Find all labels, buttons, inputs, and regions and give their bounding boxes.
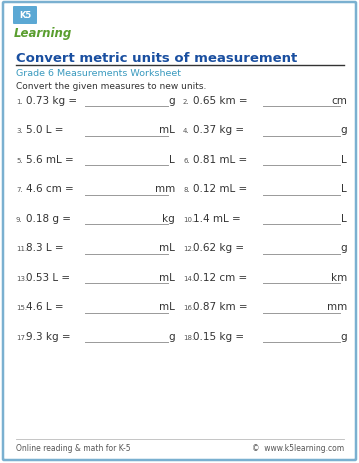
Text: 15.: 15.	[16, 305, 27, 311]
Text: 0.65 km =: 0.65 km =	[193, 96, 248, 106]
Text: 7.: 7.	[16, 187, 23, 193]
Text: Learning: Learning	[14, 26, 72, 39]
Text: 8.: 8.	[183, 187, 190, 193]
Text: 10.: 10.	[183, 217, 194, 223]
Text: 4.: 4.	[183, 128, 190, 134]
Text: 0.53 L =: 0.53 L =	[26, 272, 70, 282]
Text: Grade 6 Measurements Worksheet: Grade 6 Measurements Worksheet	[16, 69, 181, 78]
Text: mL: mL	[159, 272, 175, 282]
Text: 5.6 mL =: 5.6 mL =	[26, 155, 74, 165]
Text: L: L	[341, 155, 347, 165]
Text: mm: mm	[327, 302, 347, 312]
Text: 5.: 5.	[16, 158, 23, 163]
Text: cm: cm	[331, 96, 347, 106]
Text: mL: mL	[159, 243, 175, 253]
Text: 1.4 mL =: 1.4 mL =	[193, 213, 241, 224]
FancyBboxPatch shape	[3, 3, 356, 460]
Text: g: g	[168, 332, 175, 341]
Text: 4.6 cm =: 4.6 cm =	[26, 184, 74, 194]
Text: 0.73 kg =: 0.73 kg =	[26, 96, 77, 106]
Text: 11.: 11.	[16, 246, 27, 252]
Text: 0.15 kg =: 0.15 kg =	[193, 332, 244, 341]
Text: 4.6 L =: 4.6 L =	[26, 302, 64, 312]
Text: 5.0 L =: 5.0 L =	[26, 125, 64, 135]
Text: K5: K5	[19, 12, 31, 20]
Text: 12.: 12.	[183, 246, 194, 252]
Text: 9.: 9.	[16, 217, 23, 223]
Text: 0.87 km =: 0.87 km =	[193, 302, 248, 312]
Text: 6.: 6.	[183, 158, 190, 163]
Text: 0.37 kg =: 0.37 kg =	[193, 125, 244, 135]
Text: 9.3 kg =: 9.3 kg =	[26, 332, 71, 341]
Text: 13.: 13.	[16, 275, 27, 282]
Text: kg: kg	[162, 213, 175, 224]
Text: km: km	[331, 272, 347, 282]
Text: L: L	[169, 155, 175, 165]
Text: 16.: 16.	[183, 305, 194, 311]
Text: 0.62 kg =: 0.62 kg =	[193, 243, 244, 253]
Text: g: g	[340, 125, 347, 135]
Text: Convert metric units of measurement: Convert metric units of measurement	[16, 52, 297, 65]
Text: 17.: 17.	[16, 334, 27, 340]
Text: 0.81 mL =: 0.81 mL =	[193, 155, 247, 165]
Text: Online reading & math for K-5: Online reading & math for K-5	[16, 443, 131, 452]
Text: 0.12 cm =: 0.12 cm =	[193, 272, 247, 282]
FancyBboxPatch shape	[13, 7, 37, 25]
Text: mm: mm	[155, 184, 175, 194]
Text: 18.: 18.	[183, 334, 194, 340]
Text: 1.: 1.	[16, 99, 23, 105]
Text: 3.: 3.	[16, 128, 23, 134]
Text: 2.: 2.	[183, 99, 190, 105]
Text: mL: mL	[159, 125, 175, 135]
Text: 8.3 L =: 8.3 L =	[26, 243, 64, 253]
Text: 0.18 g =: 0.18 g =	[26, 213, 71, 224]
Text: ©  www.k5learning.com: © www.k5learning.com	[252, 443, 344, 452]
Text: 0.12 mL =: 0.12 mL =	[193, 184, 247, 194]
Text: L: L	[341, 184, 347, 194]
Text: g: g	[340, 243, 347, 253]
Text: Convert the given measures to new units.: Convert the given measures to new units.	[16, 82, 206, 91]
Text: mL: mL	[159, 302, 175, 312]
Text: L: L	[341, 213, 347, 224]
Text: 14.: 14.	[183, 275, 194, 282]
Text: g: g	[168, 96, 175, 106]
Text: g: g	[340, 332, 347, 341]
